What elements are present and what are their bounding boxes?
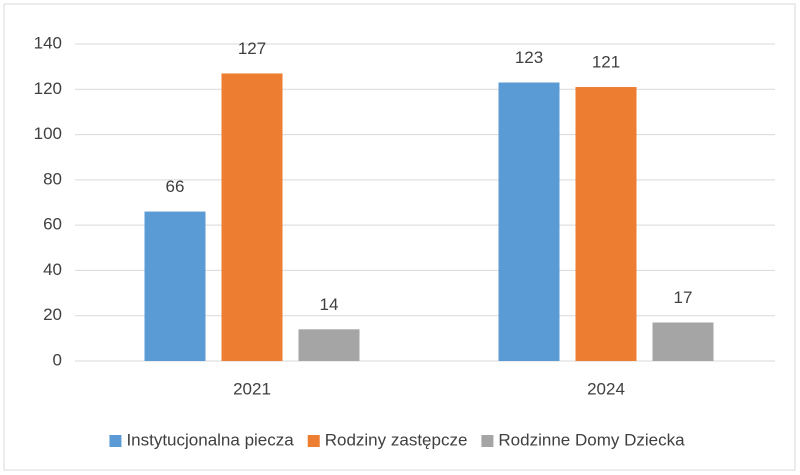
x-tick-label: 2021 xyxy=(233,379,271,398)
x-tick-label: 2024 xyxy=(587,379,625,398)
y-tick-label: 60 xyxy=(43,215,62,234)
data-label: 123 xyxy=(515,48,543,67)
data-label: 17 xyxy=(674,288,693,307)
legend-label: Rodzinne Domy Dziecka xyxy=(498,430,685,449)
legend-label: Rodziny zastępcze xyxy=(325,430,468,449)
legend-swatch xyxy=(307,435,320,447)
y-tick-label: 140 xyxy=(34,33,62,52)
bar xyxy=(298,329,360,361)
data-label: 66 xyxy=(166,177,185,196)
y-tick-label: 20 xyxy=(43,305,62,324)
legend-swatch xyxy=(481,435,494,447)
legend-swatch xyxy=(109,435,122,447)
bar xyxy=(144,211,206,361)
legend-label: Instytucjonalna piecza xyxy=(126,430,294,449)
data-label: 14 xyxy=(320,295,339,314)
y-tick-label: 100 xyxy=(34,124,62,143)
bar xyxy=(498,82,560,361)
bar xyxy=(575,87,637,362)
bar xyxy=(652,322,714,361)
y-tick-label: 120 xyxy=(34,79,62,98)
data-label: 121 xyxy=(592,53,620,72)
y-tick-label: 40 xyxy=(43,260,62,279)
y-tick-label: 0 xyxy=(53,350,62,369)
data-label: 127 xyxy=(238,39,266,58)
y-tick-label: 80 xyxy=(43,169,62,188)
chart-border xyxy=(3,3,796,471)
bar xyxy=(221,73,283,361)
